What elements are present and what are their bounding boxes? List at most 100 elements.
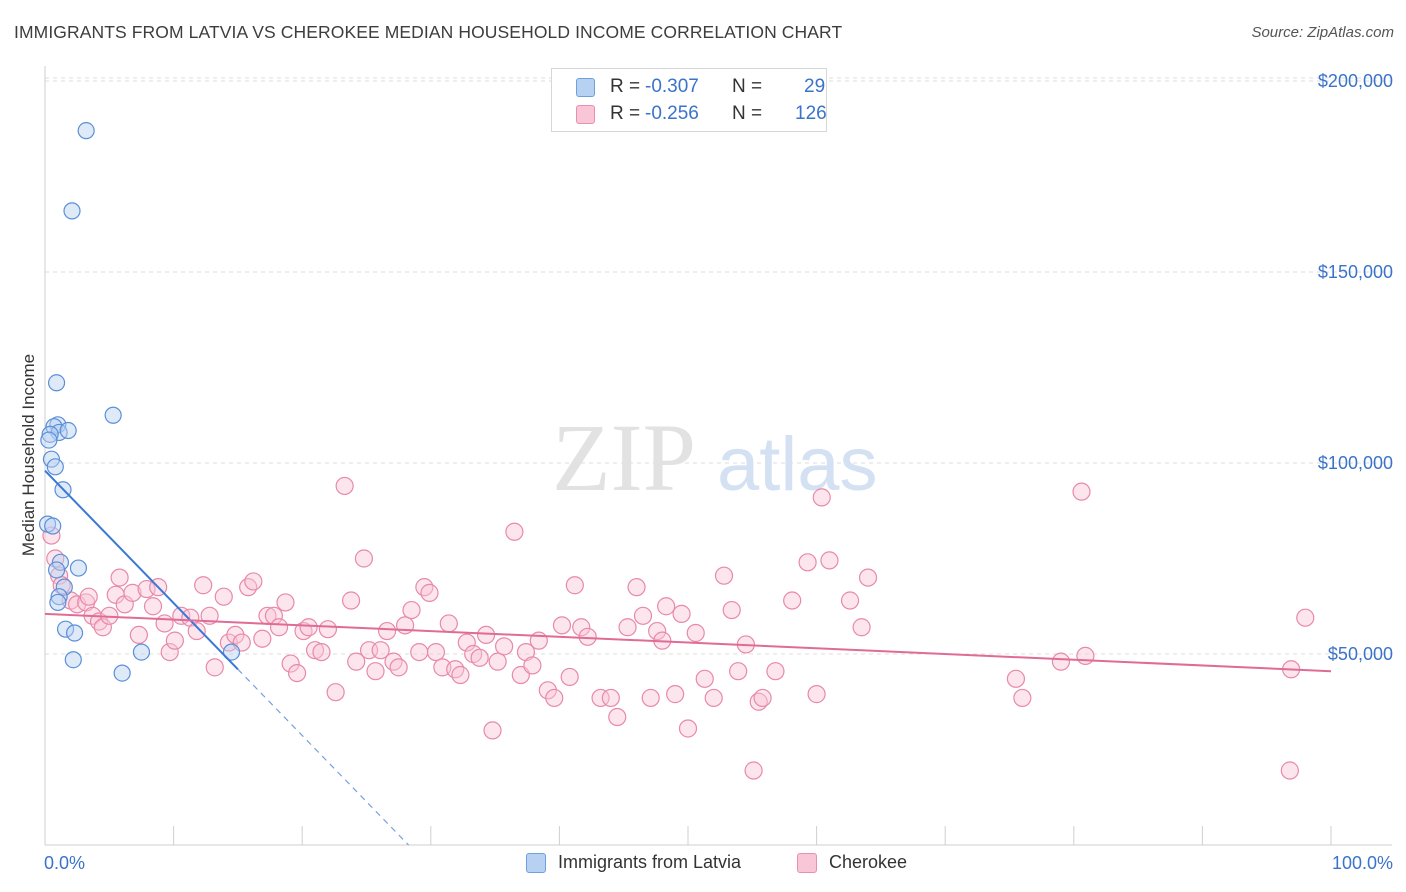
- data-point: [165, 631, 184, 650]
- data-point: [601, 688, 620, 708]
- data-point: [608, 707, 627, 727]
- data-point: [572, 618, 591, 637]
- cherokee-legend-swatch: [797, 853, 817, 873]
- data-point: [44, 517, 62, 535]
- x-tick-label-min: 0.0%: [44, 853, 85, 873]
- data-point: [155, 614, 174, 633]
- data-point: [488, 652, 507, 671]
- watermark: ZIP atlas: [552, 404, 878, 511]
- data-point: [194, 576, 213, 595]
- data-point: [1013, 688, 1032, 708]
- chart-title: IMMIGRANTS FROM LATVIA VS CHEROKEE MEDIA…: [14, 22, 843, 42]
- data-point: [244, 572, 263, 591]
- data-point: [1051, 652, 1071, 671]
- y-tick-label: $50,000: [1328, 644, 1393, 664]
- data-point: [648, 621, 667, 641]
- data-point: [49, 593, 67, 612]
- data-point: [446, 660, 465, 679]
- grid-layer: [45, 77, 1392, 655]
- data-point: [347, 652, 366, 671]
- data-point: [326, 683, 345, 702]
- data-point: [205, 658, 224, 677]
- data-point: [714, 566, 734, 585]
- data-point: [618, 618, 637, 637]
- data-point: [820, 551, 839, 570]
- data-point: [1006, 669, 1026, 688]
- data-point: [426, 642, 446, 662]
- data-point: [219, 633, 238, 652]
- data-point: [214, 587, 233, 606]
- data-point: [384, 652, 403, 671]
- data-point: [476, 625, 496, 645]
- axis-layer: [44, 66, 1392, 846]
- watermark-zip: ZIP: [552, 404, 696, 511]
- data-point: [678, 719, 698, 738]
- data-point: [744, 761, 763, 780]
- data-point: [753, 688, 772, 708]
- data-point: [565, 576, 584, 595]
- latvia-swatch: [576, 78, 595, 97]
- data-point: [729, 662, 748, 681]
- y-tick-label: $100,000: [1318, 453, 1393, 473]
- data-point: [79, 587, 98, 606]
- data-point: [77, 122, 95, 140]
- data-point: [402, 600, 421, 620]
- cherokee-points: [42, 476, 1315, 780]
- data-point: [560, 667, 579, 687]
- data-point: [335, 476, 354, 496]
- r-label: R =: [610, 76, 641, 97]
- data-point: [69, 559, 88, 577]
- data-point: [439, 614, 458, 633]
- cherokee-r-value: -0.256: [645, 103, 699, 124]
- data-point: [666, 685, 685, 704]
- data-point: [840, 591, 860, 610]
- n-label: N =: [732, 103, 763, 124]
- data-point: [269, 618, 289, 637]
- data-point: [672, 604, 691, 623]
- cherokee-legend-label: Cherokee: [829, 852, 908, 872]
- data-point: [633, 606, 653, 625]
- data-point: [627, 578, 646, 597]
- data-point: [222, 643, 241, 661]
- latvia-trend-line: [44, 469, 239, 670]
- data-point: [812, 488, 831, 507]
- data-point: [852, 618, 871, 637]
- data-point: [104, 406, 122, 424]
- data-point: [312, 642, 331, 662]
- data-point: [366, 662, 385, 681]
- data-point: [318, 620, 338, 639]
- data-point: [545, 688, 564, 708]
- data-point: [858, 568, 878, 587]
- cherokee-n-value: 126: [795, 103, 827, 124]
- latvia-n-value: 29: [804, 76, 826, 97]
- data-point: [591, 688, 610, 708]
- data-point: [123, 583, 142, 602]
- data-point: [40, 431, 58, 449]
- cherokee-trend-line: [44, 612, 1332, 673]
- data-point: [722, 600, 741, 620]
- data-point: [807, 685, 826, 704]
- data-point: [239, 578, 258, 597]
- data-point: [253, 629, 272, 648]
- data-point: [47, 374, 66, 392]
- data-point: [1072, 482, 1091, 501]
- data-point: [64, 651, 82, 669]
- data-point: [341, 591, 361, 610]
- data-point: [798, 553, 817, 572]
- y-tick-label: $150,000: [1318, 262, 1393, 282]
- tick-labels: $50,000 $100,000 $150,000 $200,000 0.0% 100.0…: [44, 71, 1393, 873]
- r-label: R =: [610, 103, 641, 124]
- data-point: [783, 591, 802, 610]
- data-point: [641, 688, 660, 708]
- data-point: [505, 522, 524, 541]
- data-point: [93, 618, 112, 637]
- data-point: [59, 421, 77, 440]
- data-point: [50, 588, 68, 606]
- source-label: Source: ZipAtlas.com: [1251, 24, 1394, 41]
- data-point: [287, 663, 307, 683]
- data-point: [552, 616, 572, 635]
- data-point: [160, 642, 179, 662]
- data-point: [371, 641, 390, 660]
- data-point: [56, 620, 75, 638]
